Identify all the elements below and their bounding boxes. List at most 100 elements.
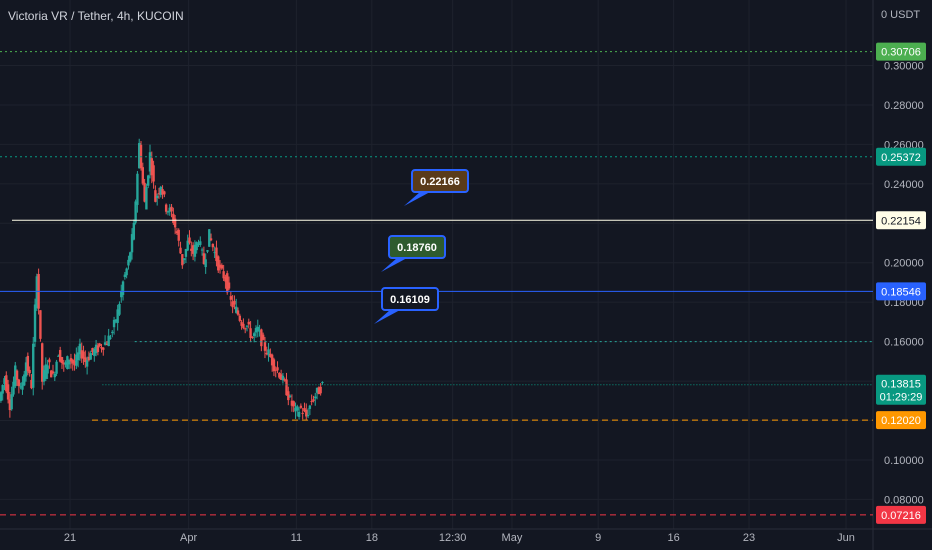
callout-box[interactable] — [381, 287, 439, 311]
candle-body — [181, 254, 184, 266]
candle-body — [17, 379, 21, 387]
callout-pointer — [404, 192, 430, 206]
candle-body — [33, 304, 37, 342]
candle-body — [76, 352, 80, 361]
candle-body — [287, 391, 290, 401]
candle-body — [42, 370, 46, 382]
candle-body — [211, 243, 215, 248]
candle-body — [254, 328, 258, 333]
candle-body — [100, 347, 103, 349]
candle-body — [19, 386, 22, 388]
candle-body — [12, 381, 15, 395]
candle-body — [64, 362, 67, 365]
candle-body — [321, 381, 324, 383]
candle-body — [39, 310, 42, 339]
candle-body — [179, 247, 182, 254]
price-line-tag — [876, 505, 926, 524]
candle-body — [186, 240, 189, 251]
price-line-tag-label: 0.07216 — [881, 510, 921, 522]
candle-body — [308, 405, 312, 409]
candle-body — [10, 394, 13, 410]
candle-body — [209, 238, 213, 241]
callout-box[interactable] — [411, 169, 469, 193]
price-line-tag — [876, 42, 926, 61]
candle-body — [44, 364, 48, 379]
candle-body — [87, 356, 91, 361]
candle-body — [6, 384, 10, 400]
x-tick-label: 21 — [64, 532, 76, 544]
candle-body — [270, 354, 274, 366]
candle-body — [283, 379, 286, 381]
candle-body — [23, 374, 26, 386]
currency-label[interactable]: 0 USDT — [881, 9, 921, 21]
current-price-tag — [876, 374, 926, 405]
candle-body — [222, 271, 225, 279]
candle-body — [215, 247, 218, 262]
candle-body — [58, 350, 62, 362]
price-line-tag-label: 0.30706 — [881, 47, 921, 59]
x-tick-label: Jun — [837, 532, 855, 544]
x-tick-label: 16 — [667, 532, 679, 544]
candle-body — [163, 191, 166, 195]
candle-body — [62, 362, 65, 365]
candle-body — [170, 206, 173, 212]
candle-body — [274, 369, 277, 371]
candle-body — [245, 325, 249, 327]
candle-body — [73, 360, 76, 366]
candle-body — [125, 268, 128, 276]
candle-body — [256, 326, 259, 332]
candle-body — [118, 303, 121, 315]
candle-body — [8, 399, 12, 411]
candle-body — [175, 231, 179, 234]
y-tick-label: 0.20000 — [884, 258, 924, 270]
candle-body — [314, 396, 317, 399]
candle-body — [82, 351, 85, 359]
candle-body — [146, 175, 150, 186]
candle-body — [96, 345, 100, 353]
candle-body — [190, 248, 193, 251]
x-tick-label: 12:30 — [439, 532, 467, 544]
candle-body — [303, 408, 306, 412]
candle-body — [193, 244, 197, 257]
candle-body — [218, 264, 222, 268]
candle-body — [66, 356, 69, 369]
candle-body — [105, 344, 109, 346]
price-line-tag — [876, 211, 926, 230]
callout-box[interactable] — [388, 235, 446, 259]
bar-countdown-label: 01:29:29 — [880, 392, 923, 404]
candle-body — [278, 373, 281, 378]
candle-body — [150, 158, 153, 176]
candle-body — [292, 401, 295, 407]
price-line-tag-label: 0.22154 — [881, 215, 921, 227]
y-tick-label: 0.28000 — [884, 100, 924, 112]
candle-body — [235, 306, 238, 313]
y-tick-label: 0.16000 — [884, 337, 924, 349]
price-line-tag-label: 0.18546 — [881, 286, 921, 298]
candle-body — [26, 355, 30, 372]
candle-body — [206, 250, 209, 252]
candle-body — [285, 379, 288, 396]
candle-body — [0, 392, 3, 401]
callout-label: 0.18760 — [397, 242, 437, 254]
candle-body — [238, 315, 242, 321]
candle-body — [46, 365, 49, 374]
candle-body — [129, 252, 132, 262]
candle-body — [85, 360, 89, 367]
candle-body — [263, 342, 267, 351]
candle-body — [14, 365, 17, 387]
price-line-tag — [876, 282, 926, 301]
candle-body — [267, 349, 270, 356]
candle-body — [276, 367, 279, 371]
candle-body — [258, 330, 261, 332]
candle-body — [195, 242, 198, 251]
candle-body — [155, 195, 159, 199]
candle-body — [5, 375, 8, 392]
candle-body — [69, 358, 73, 362]
candle-body — [55, 361, 58, 374]
candle-body — [166, 211, 170, 213]
price-line-tag-label: 0.12020 — [881, 415, 921, 427]
candle-body — [261, 334, 265, 340]
candle-body — [208, 229, 211, 247]
candle-body — [252, 333, 256, 337]
